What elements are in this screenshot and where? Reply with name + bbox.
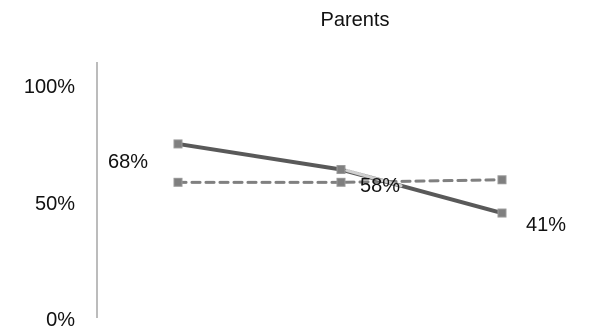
data-point-marker (336, 177, 346, 187)
data-label: 41% (526, 214, 566, 236)
y-tick-label: 100% (24, 76, 75, 98)
y-axis: 0% 50% 100% (24, 62, 98, 330)
data-point-marker (497, 208, 507, 218)
y-tick-label: 0% (46, 309, 75, 330)
data-point-marker (497, 175, 507, 185)
series-layer (173, 139, 507, 218)
data-point-marker (173, 139, 183, 149)
chart-title: Parents (321, 9, 390, 31)
data-label-layer: 68% 58% 41% (108, 151, 566, 236)
series-highlight-segment (345, 169, 403, 188)
y-tick-label: 50% (35, 193, 75, 215)
data-label: 68% (108, 151, 148, 173)
data-label: 58% (360, 175, 400, 197)
data-point-marker (336, 165, 346, 175)
data-point-marker (173, 177, 183, 187)
